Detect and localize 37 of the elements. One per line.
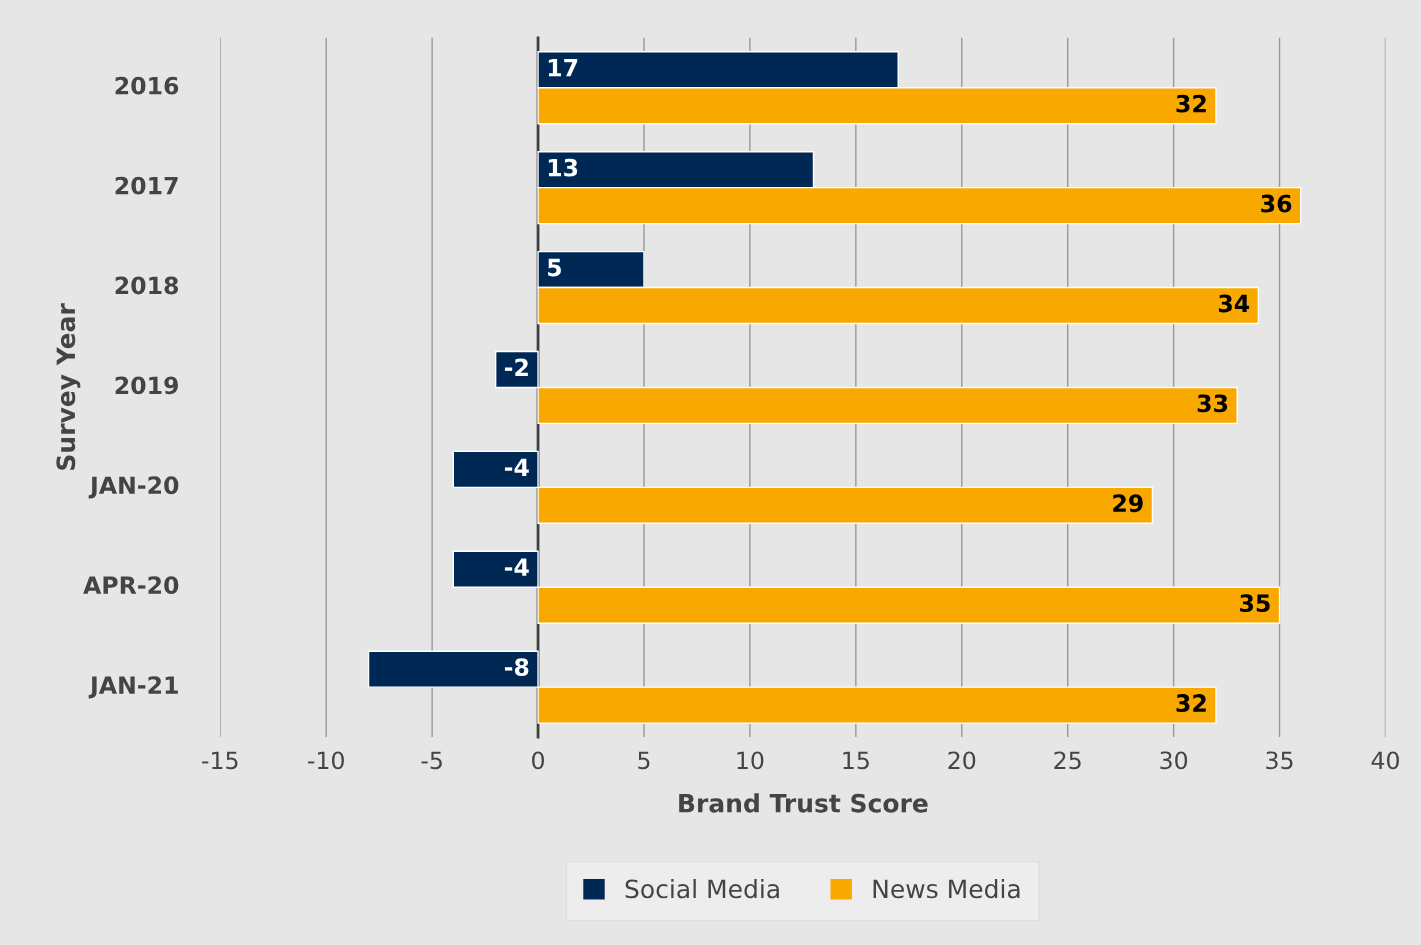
x-tick-label: 35	[1266, 751, 1293, 770]
data-label: 32	[1176, 94, 1206, 113]
data-label: -4	[504, 458, 529, 476]
y-tick-label: JAN-20	[88, 476, 179, 499]
y-tick-label: APR-20	[83, 576, 179, 595]
x-tick-label: 10	[737, 751, 764, 770]
data-label: -4	[504, 558, 529, 576]
x-tick-label: 20	[948, 751, 976, 770]
data-label: -2	[504, 358, 528, 376]
data-label: -8	[504, 658, 529, 677]
data-label: 13	[548, 158, 578, 177]
y-tick-label: JAN-21	[88, 676, 178, 699]
data-label: 34	[1218, 294, 1250, 313]
x-tick-label: 40	[1371, 751, 1399, 770]
x-tick-label: 0	[532, 751, 544, 770]
x-tick-label: 25	[1054, 751, 1081, 770]
x-tick-label: -5	[421, 751, 442, 770]
x-tick-label: 15	[843, 751, 869, 770]
data-label: 17	[548, 59, 578, 77]
data-label: 32	[1176, 694, 1206, 712]
data-label: 35	[1240, 594, 1270, 613]
data-label: 36	[1261, 194, 1292, 213]
y-tick-label: 2018	[115, 276, 179, 295]
data-label: 33	[1197, 394, 1228, 413]
data-label: 29	[1113, 494, 1143, 513]
data-label: 5	[548, 258, 561, 277]
x-axis-title: Brand Trust Score	[679, 793, 928, 813]
y-tick-label: 2016	[115, 76, 179, 95]
y-tick-label: 2017	[115, 176, 178, 195]
legend-label: News Media	[873, 878, 1020, 899]
y-axis-title: Survey Year	[56, 303, 81, 470]
x-tick-label: 5	[638, 751, 650, 770]
x-tick-label: 30	[1160, 751, 1188, 770]
y-tick-label: 2019	[115, 376, 178, 395]
x-tick-label: -10	[308, 751, 344, 770]
legend-label: Social Media	[625, 878, 779, 899]
x-tick-label: -15	[202, 751, 238, 770]
